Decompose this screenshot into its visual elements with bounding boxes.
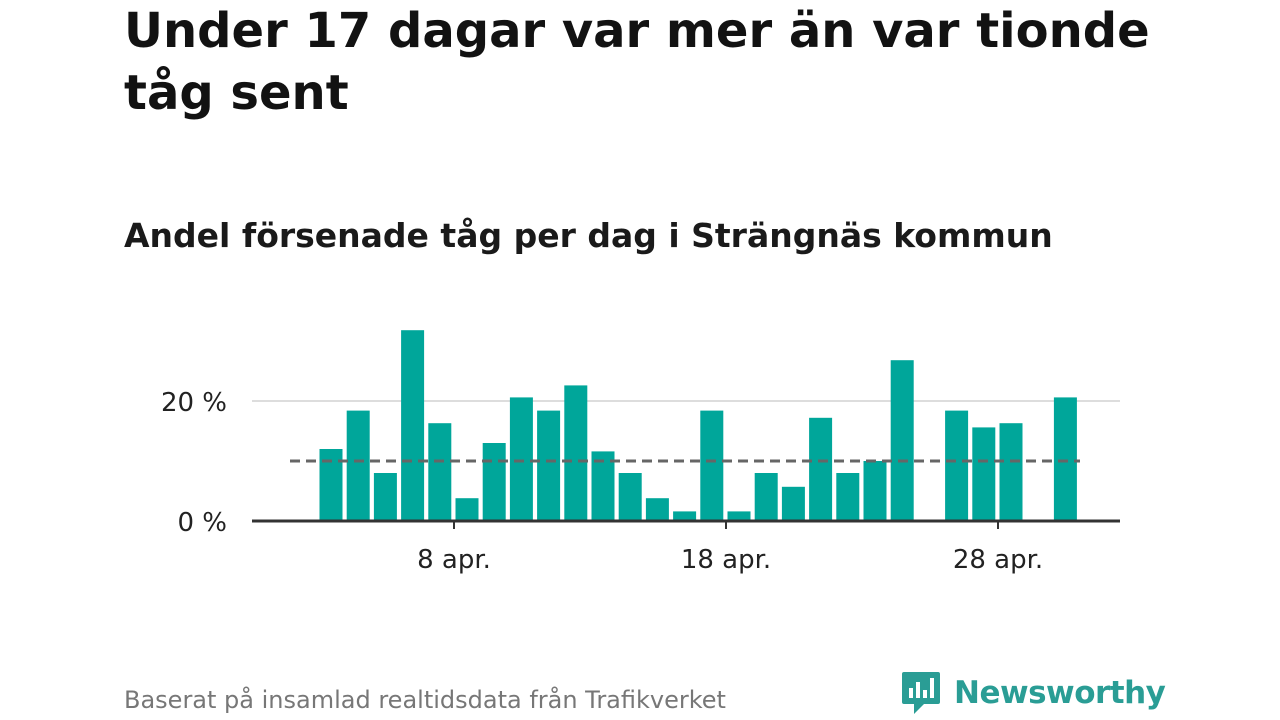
bar bbox=[999, 423, 1023, 521]
bar bbox=[673, 511, 697, 521]
chart-title: Under 17 dagar var mer än var tionde tåg… bbox=[124, 3, 1150, 121]
bar bbox=[482, 443, 506, 521]
brand-logo: Newsworthy bbox=[900, 670, 1166, 716]
bar bbox=[591, 451, 615, 521]
bar bbox=[373, 473, 397, 521]
y-tick-label: 20 % bbox=[161, 388, 227, 418]
bar bbox=[455, 498, 479, 521]
y-tick-label: 0 % bbox=[177, 508, 227, 538]
x-tick-label: 8 apr. bbox=[417, 545, 491, 575]
bar bbox=[564, 385, 588, 521]
bar bbox=[809, 417, 833, 521]
bar bbox=[509, 397, 533, 521]
bar bbox=[890, 360, 914, 521]
bar bbox=[945, 410, 969, 521]
bar bbox=[428, 423, 452, 521]
bar bbox=[727, 511, 751, 521]
brand-name: Newsworthy bbox=[954, 675, 1166, 711]
bar bbox=[319, 449, 343, 521]
bar bbox=[781, 486, 805, 521]
x-tick-label: 18 apr. bbox=[681, 545, 771, 575]
bar bbox=[346, 410, 370, 521]
source-note: Baserat på insamlad realtidsdata från Tr… bbox=[124, 686, 726, 714]
bar bbox=[537, 410, 561, 521]
newsworthy-logo-icon bbox=[902, 672, 940, 714]
bar bbox=[700, 410, 724, 521]
bar bbox=[972, 427, 996, 521]
chart-subtitle: Andel försenade tåg per dag i Strängnäs … bbox=[124, 216, 1053, 255]
bar bbox=[754, 473, 778, 521]
bar bbox=[618, 473, 642, 521]
bar bbox=[863, 461, 887, 521]
bar bbox=[1053, 397, 1077, 521]
x-tick-label: 28 apr. bbox=[953, 545, 1043, 575]
bar bbox=[836, 473, 860, 521]
bar bbox=[401, 330, 425, 521]
bar bbox=[645, 498, 669, 521]
